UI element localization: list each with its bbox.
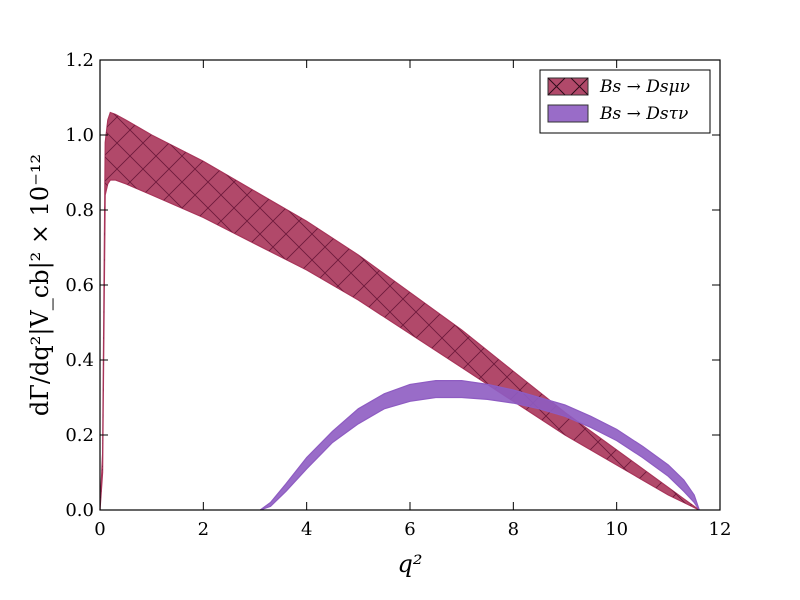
- x-tick-label: 8: [508, 519, 519, 540]
- x-tick-label: 10: [605, 519, 628, 540]
- legend-swatch-hatch: [547, 77, 589, 96]
- legend-label: Bs → Dsτν: [599, 104, 688, 124]
- y-tick-label: 1.0: [65, 125, 94, 146]
- axis-ticks: 0 2 4 6 8 10 12 0.0 0.2 0.4 0.6 0.8 1.0 1.2: [65, 50, 731, 540]
- x-tick-label: 4: [301, 519, 312, 540]
- legend-swatch: [547, 104, 589, 123]
- x-tick-label: 2: [198, 519, 209, 540]
- band-bs-ds-tau-nu: [259, 380, 700, 511]
- x-tick-label: 6: [404, 519, 415, 540]
- x-axis-label: q²: [398, 550, 423, 578]
- y-tick-label: 0.6: [65, 275, 94, 296]
- x-tick-label: 0: [94, 519, 105, 540]
- legend: Bs → Dsμν Bs → Dsτν: [539, 69, 711, 134]
- x-tick-label: 12: [709, 519, 732, 540]
- y-tick-label: 0.8: [65, 200, 94, 221]
- data-bands: [99, 111, 700, 511]
- y-tick-label: 0.2: [65, 425, 94, 446]
- y-tick-label: 0.4: [65, 350, 94, 371]
- legend-label: Bs → Dsμν: [599, 77, 690, 97]
- legend-swatch: [547, 77, 589, 96]
- band-bs-ds-mu-nu-hatch: [100, 112, 700, 510]
- y-axis-label: dΓ/dq²|V_cb|² × 10⁻¹²: [26, 154, 55, 416]
- y-tick-label: 0.0: [65, 500, 94, 521]
- y-tick-label: 1.2: [65, 50, 94, 71]
